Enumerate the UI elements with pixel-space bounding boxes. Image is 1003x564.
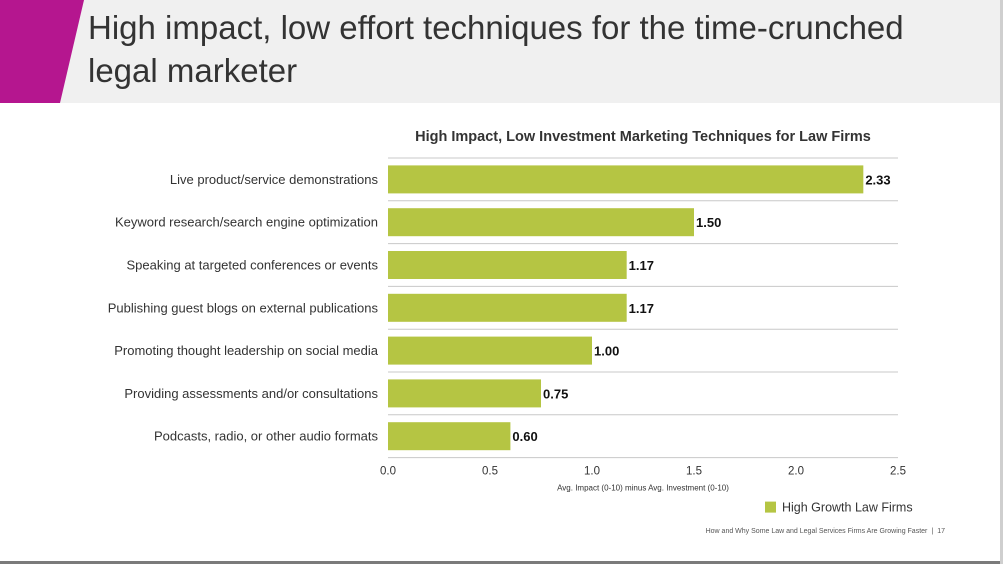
- x-tick-label: 2.0: [788, 466, 804, 478]
- bar-chart: High Impact, Low Investment Marketing Te…: [108, 129, 913, 515]
- page-number: 17: [937, 528, 945, 535]
- category-label: Providing assessments and/or consultatio…: [124, 386, 378, 401]
- slide-title: High impact, low effort techniques for t…: [88, 9, 904, 89]
- bottom-rule: [0, 561, 1003, 564]
- data-label: 1.17: [629, 301, 654, 316]
- bar: [388, 379, 541, 408]
- category-label: Publishing guest blogs on external publi…: [108, 300, 379, 315]
- right-edge-rule: [1000, 0, 1003, 564]
- data-label: 1.00: [594, 344, 619, 359]
- bar: [388, 165, 864, 194]
- bar: [388, 336, 592, 365]
- x-axis-label: Avg. Impact (0-10) minus Avg. Investment…: [557, 484, 729, 493]
- bar: [388, 208, 694, 237]
- x-tick-label: 1.5: [686, 466, 702, 478]
- accent-shape: [0, 0, 84, 103]
- chart-title: High Impact, Low Investment Marketing Te…: [415, 129, 871, 145]
- data-label: 1.17: [629, 258, 654, 273]
- data-label: 0.60: [512, 429, 537, 444]
- title-banner: [0, 0, 1003, 103]
- footer: How and Why Some Law and Legal Services …: [706, 528, 945, 535]
- bar: [388, 251, 627, 279]
- category-label: Promoting thought leadership on social m…: [114, 343, 379, 358]
- x-tick-label: 0.5: [482, 466, 498, 478]
- data-label: 2.33: [865, 172, 890, 187]
- bar: [388, 293, 627, 322]
- x-tick-label: 2.5: [890, 466, 906, 478]
- category-label: Podcasts, radio, or other audio formats: [154, 429, 379, 444]
- x-tick-label: 0.0: [380, 466, 396, 478]
- data-label: 1.50: [696, 215, 721, 230]
- accent-parallelogram: [0, 0, 84, 103]
- x-tick-label: 1.0: [584, 466, 600, 478]
- chart-area: High Impact, Low Investment Marketing Te…: [0, 103, 1003, 533]
- legend-label: High Growth Law Firms: [782, 501, 913, 515]
- data-label: 0.75: [543, 386, 568, 401]
- category-label: Keyword research/search engine optimizat…: [115, 215, 378, 230]
- footer-separator: |: [931, 528, 934, 535]
- bar: [388, 422, 511, 451]
- footer-text: How and Why Some Law and Legal Services …: [705, 528, 928, 535]
- category-label: Speaking at targeted conferences or even…: [127, 258, 379, 273]
- category-label: Live product/service demonstrations: [170, 172, 379, 187]
- legend-swatch: [765, 501, 776, 513]
